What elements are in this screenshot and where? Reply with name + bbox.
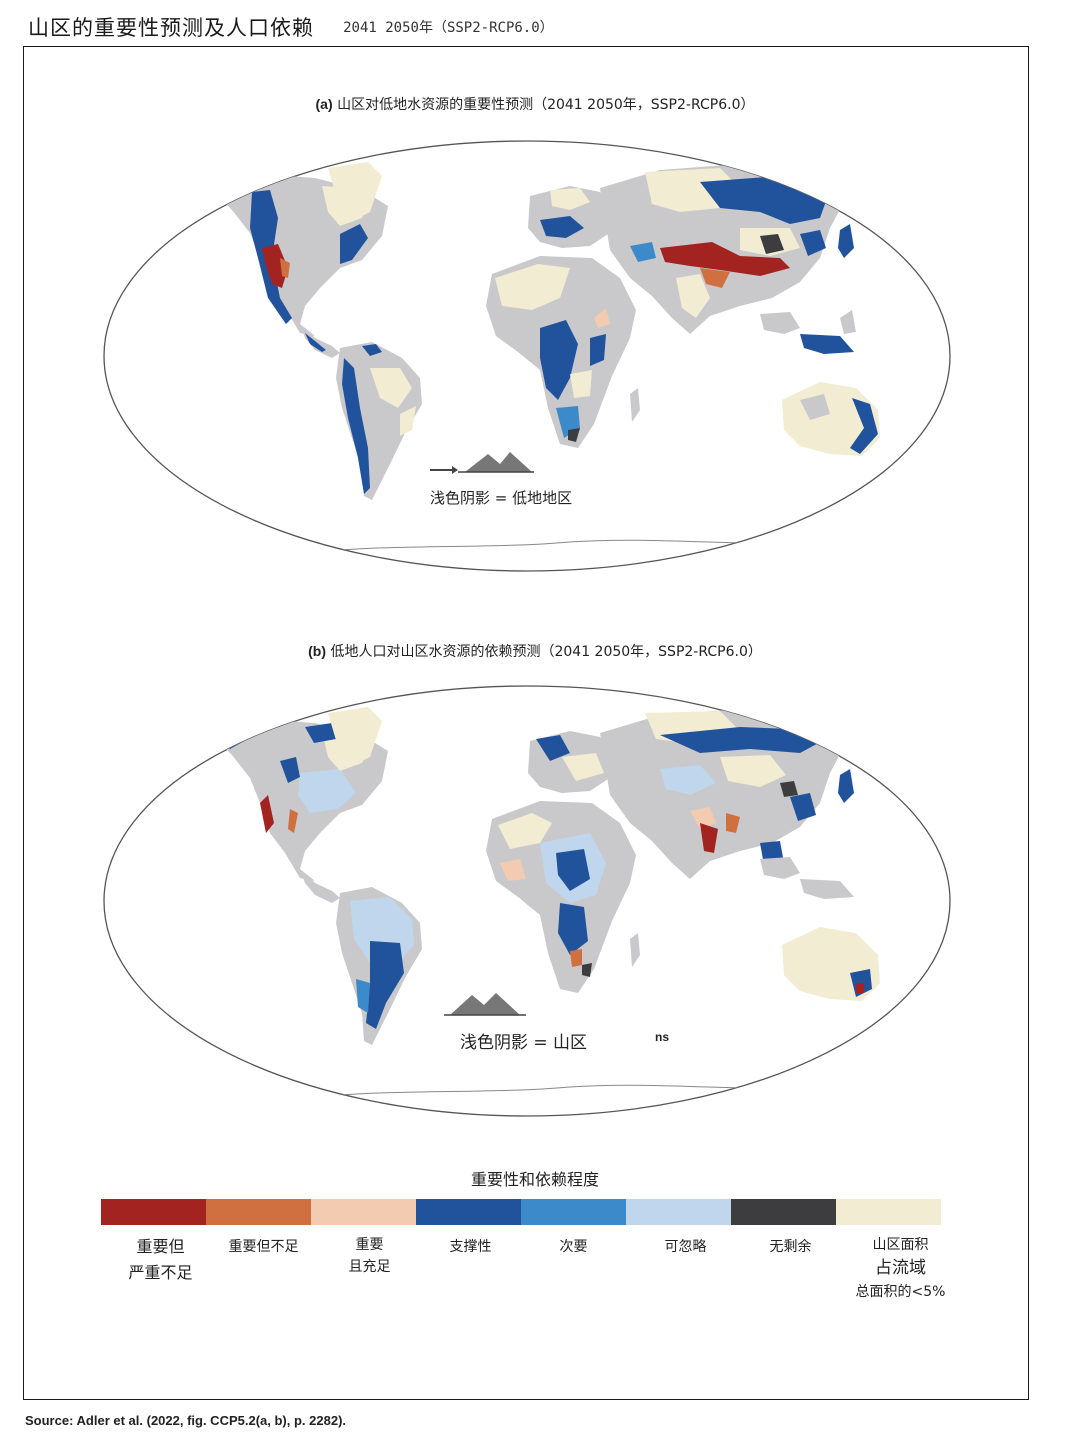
map-panel-b: 浅色阴影 = 山区 ns bbox=[103, 685, 951, 1117]
panel-b-title-text: 低地人口对山区水资源的依赖预测（2041 2050年，SSP2-RCP6.0） bbox=[330, 644, 762, 660]
panel-a-title: (a) 山区对低地水资源的重要性预测（2041 2050年，SSP2-RCP6.… bbox=[0, 94, 1070, 114]
greenland bbox=[328, 162, 382, 222]
legend-label-no-surplus: 无剩余 bbox=[769, 1239, 812, 1255]
legend-label-supportive: 支撑性 bbox=[449, 1239, 492, 1255]
panel-a-annotation: 浅色阴影 = 低地地区 bbox=[430, 489, 572, 507]
legend-label-sufficient: 重要 且充足 bbox=[348, 1237, 391, 1275]
page-title: 山区的重要性预测及人口依赖 bbox=[28, 16, 314, 40]
legend-title: 重要性和依赖程度 bbox=[470, 1170, 599, 1189]
legend-swatch-deficit bbox=[206, 1199, 311, 1225]
legend-swatch-critical-deficit bbox=[101, 1199, 206, 1225]
header: 山区的重要性预测及人口依赖 2041 2050年（SSP2-RCP6.0） bbox=[28, 12, 554, 46]
legend-bar bbox=[101, 1199, 941, 1225]
panel-b-annotation-fragment: ns bbox=[655, 1030, 669, 1044]
legend-label-critical-deficit: 重要但 严重不足 bbox=[128, 1237, 193, 1282]
map-panel-a: 浅色阴影 = 低地地区 bbox=[103, 140, 951, 572]
panel-b-title: (b) 低地人口对山区水资源的依赖预测（2041 2050年，SSP2-RCP6… bbox=[0, 641, 1070, 661]
legend-label-deficit: 重要但不足 bbox=[228, 1239, 299, 1255]
legend-swatch-minor bbox=[521, 1199, 626, 1225]
legend-label-minor: 次要 bbox=[559, 1239, 588, 1255]
legend-swatch-sufficient bbox=[311, 1199, 416, 1225]
mountain-icon bbox=[430, 452, 534, 474]
legend-swatch-negligible bbox=[626, 1199, 731, 1225]
legend-swatch-no-surplus bbox=[731, 1199, 836, 1225]
figure-frame bbox=[23, 46, 1029, 1400]
legend-swatch-supportive bbox=[416, 1199, 521, 1225]
panel-b-annotation: 浅色阴影 = 山区 bbox=[460, 1033, 587, 1053]
period-label: 2041 2050年（SSP2-RCP6.0） bbox=[343, 20, 554, 36]
legend-swatch-small-mountain-area bbox=[836, 1199, 941, 1225]
panel-a-label: (a) bbox=[315, 96, 333, 112]
source-citation: Source: Adler et al. (2022, fig. CCP5.2(… bbox=[25, 1413, 347, 1428]
panel-a-title-text: 山区对低地水资源的重要性预测（2041 2050年，SSP2-RCP6.0） bbox=[337, 97, 755, 113]
legend-label-negligible: 可忽略 bbox=[664, 1239, 707, 1255]
panel-b-label: (b) bbox=[308, 643, 327, 659]
legend-label-small-mountain-area: 山区面积 占流域 总面积的<5% bbox=[855, 1237, 946, 1300]
mountain-icon bbox=[444, 993, 526, 1016]
